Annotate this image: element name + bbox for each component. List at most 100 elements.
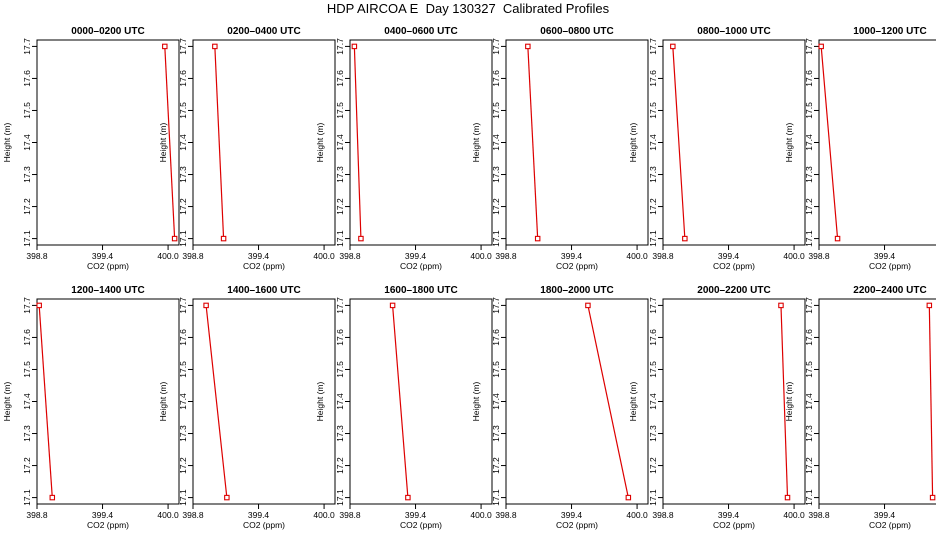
panel-7-y-tick-label: 17.2 bbox=[22, 457, 32, 474]
panel-8-y-tick-label: 17.6 bbox=[178, 329, 188, 346]
panel-7-y-tick-label: 17.7 bbox=[22, 297, 32, 314]
panel-5-x-axis-title: CO2 (ppm) bbox=[713, 261, 755, 271]
panel-4-x-tick-label: 399.4 bbox=[561, 251, 583, 261]
panel-4-y-tick-label: 17.4 bbox=[491, 134, 501, 151]
panel-6-x-tick-label: 399.4 bbox=[874, 251, 896, 261]
panel-12-y-axis-title: Height (m) bbox=[784, 382, 794, 422]
panel-7-x-tick-label: 398.8 bbox=[26, 510, 48, 520]
panel-6-frame bbox=[818, 39, 936, 246]
panel-7-y-tick-label: 17.4 bbox=[22, 393, 32, 410]
panel-8-data-point bbox=[203, 302, 209, 309]
panel-11-x-tick-label: 400.0 bbox=[783, 510, 805, 520]
panel-7-profile-line bbox=[38, 305, 53, 498]
panel-10-y-tick-label: 17.7 bbox=[491, 297, 501, 314]
panel-11-y-tick-label: 17.7 bbox=[648, 297, 658, 314]
panel-6-y-tick-label: 17.3 bbox=[804, 166, 814, 183]
panel-10-data-point bbox=[625, 494, 632, 501]
panel-2-data-point bbox=[220, 235, 227, 242]
panel-1-y-tick-label: 17.2 bbox=[22, 198, 32, 215]
panel-10-y-tick-label: 17.6 bbox=[491, 329, 501, 346]
panel-5-y-tick-label: 17.7 bbox=[648, 38, 658, 55]
panel-1-y-tick-label: 17.6 bbox=[22, 70, 32, 87]
panel-8-x-tick-label: 399.4 bbox=[248, 510, 270, 520]
panel-5-y-tick-label: 17.3 bbox=[648, 166, 658, 183]
panel-10-y-tick-label: 17.2 bbox=[491, 457, 501, 474]
panel-12-data-point bbox=[926, 302, 933, 309]
panel-3-y-tick-label: 17.6 bbox=[335, 70, 345, 87]
panel-3-data-point bbox=[351, 43, 358, 50]
panel-12-data-point bbox=[929, 494, 936, 501]
panel-5-title: 0800–1000 UTC bbox=[697, 26, 770, 37]
panel-12-y-tick-label: 17.1 bbox=[804, 489, 814, 506]
panel-8-x-tick-label: 400.0 bbox=[313, 510, 335, 520]
panel-5-y-tick-label: 17.4 bbox=[648, 134, 658, 151]
panel-2-profile-line bbox=[214, 46, 225, 239]
panel-10-profile-line bbox=[587, 305, 629, 498]
panel-1-data-point bbox=[171, 235, 178, 242]
panel-3-y-tick-label: 17.2 bbox=[335, 198, 345, 215]
panel-9-x-tick-label: 399.4 bbox=[405, 510, 427, 520]
panel-2-y-tick-label: 17.7 bbox=[178, 38, 188, 55]
panel-2-x-tick-label: 398.8 bbox=[182, 251, 204, 261]
panel-3-y-tick-label: 17.4 bbox=[335, 134, 345, 151]
panel-6-data-point bbox=[834, 235, 841, 242]
panel-12-frame bbox=[818, 298, 936, 505]
panel-3-x-tick-label: 400.0 bbox=[470, 251, 492, 261]
panel-2-y-tick-label: 17.6 bbox=[178, 70, 188, 87]
panel-4-data-point bbox=[525, 43, 531, 50]
panel-9-y-axis-title: Height (m) bbox=[315, 382, 325, 422]
panel-9-y-tick-label: 17.3 bbox=[335, 425, 345, 442]
panel-11-y-axis-title: Height (m) bbox=[628, 382, 638, 422]
panel-12-y-tick-label: 17.2 bbox=[804, 457, 814, 474]
panel-3-y-tick-label: 17.3 bbox=[335, 166, 345, 183]
panel-4-x-tick-label: 400.0 bbox=[626, 251, 648, 261]
panel-12-x-tick-label: 398.8 bbox=[808, 510, 830, 520]
panel-6-y-axis-title: Height (m) bbox=[784, 123, 794, 163]
panel-5-x-tick-label: 399.4 bbox=[718, 251, 740, 261]
panel-7-x-axis-title: CO2 (ppm) bbox=[87, 520, 129, 530]
panel-2-x-tick-label: 400.0 bbox=[313, 251, 335, 261]
panel-10-data-point bbox=[585, 302, 591, 309]
panel-11-y-tick-label: 17.2 bbox=[648, 457, 658, 474]
panel-6-y-tick-label: 17.6 bbox=[804, 70, 814, 87]
panel-10-frame bbox=[505, 298, 649, 505]
panel-3-profile-line bbox=[353, 46, 362, 239]
panel-5-y-tick-label: 17.5 bbox=[648, 102, 658, 119]
panel-6-x-tick-label: 398.8 bbox=[808, 251, 830, 261]
panel-1-y-tick-label: 17.3 bbox=[22, 166, 32, 183]
panel-2-data-point bbox=[212, 43, 218, 50]
panel-1-x-tick-label: 399.4 bbox=[92, 251, 114, 261]
panel-8-y-axis-title: Height (m) bbox=[158, 382, 168, 422]
panel-6-y-tick-label: 17.1 bbox=[804, 230, 814, 247]
panel-8-profile-line bbox=[205, 305, 228, 498]
panel-2-x-tick-label: 399.4 bbox=[248, 251, 270, 261]
panel-1-title: 0000–0200 UTC bbox=[71, 26, 144, 37]
panel-2-y-tick-label: 17.4 bbox=[178, 134, 188, 151]
panel-3-x-tick-label: 399.4 bbox=[405, 251, 427, 261]
panel-5-y-axis-title: Height (m) bbox=[628, 123, 638, 163]
panel-5-profile-line bbox=[672, 46, 686, 239]
panel-7-title: 1200–1400 UTC bbox=[71, 285, 144, 296]
panel-4-y-tick-label: 17.7 bbox=[491, 38, 501, 55]
panel-3-x-tick-label: 398.8 bbox=[339, 251, 361, 261]
panel-6-y-tick-label: 17.7 bbox=[804, 38, 814, 55]
panel-4-y-tick-label: 17.1 bbox=[491, 230, 501, 247]
panel-7-data-point bbox=[36, 302, 42, 309]
panel-11-profile-line bbox=[780, 305, 789, 498]
panel-1-data-point bbox=[162, 43, 168, 50]
panel-2-y-tick-label: 17.2 bbox=[178, 198, 188, 215]
panel-9-y-tick-label: 17.2 bbox=[335, 457, 345, 474]
panel-7-y-tick-label: 17.1 bbox=[22, 489, 32, 506]
panel-4-frame bbox=[505, 39, 649, 246]
panel-5-data-point bbox=[670, 43, 676, 50]
panel-1-y-tick-label: 17.5 bbox=[22, 102, 32, 119]
panel-12-x-tick-label: 399.4 bbox=[874, 510, 896, 520]
panel-9-title: 1600–1800 UTC bbox=[384, 285, 457, 296]
panel-1-profile-line bbox=[164, 46, 176, 239]
panel-7-data-point bbox=[49, 494, 56, 501]
panel-10-x-tick-label: 399.4 bbox=[561, 510, 583, 520]
panel-5-y-tick-label: 17.2 bbox=[648, 198, 658, 215]
panel-1-x-tick-label: 398.8 bbox=[26, 251, 48, 261]
panel-6-profile-line bbox=[820, 46, 839, 239]
panel-3-title: 0400–0600 UTC bbox=[384, 26, 457, 37]
